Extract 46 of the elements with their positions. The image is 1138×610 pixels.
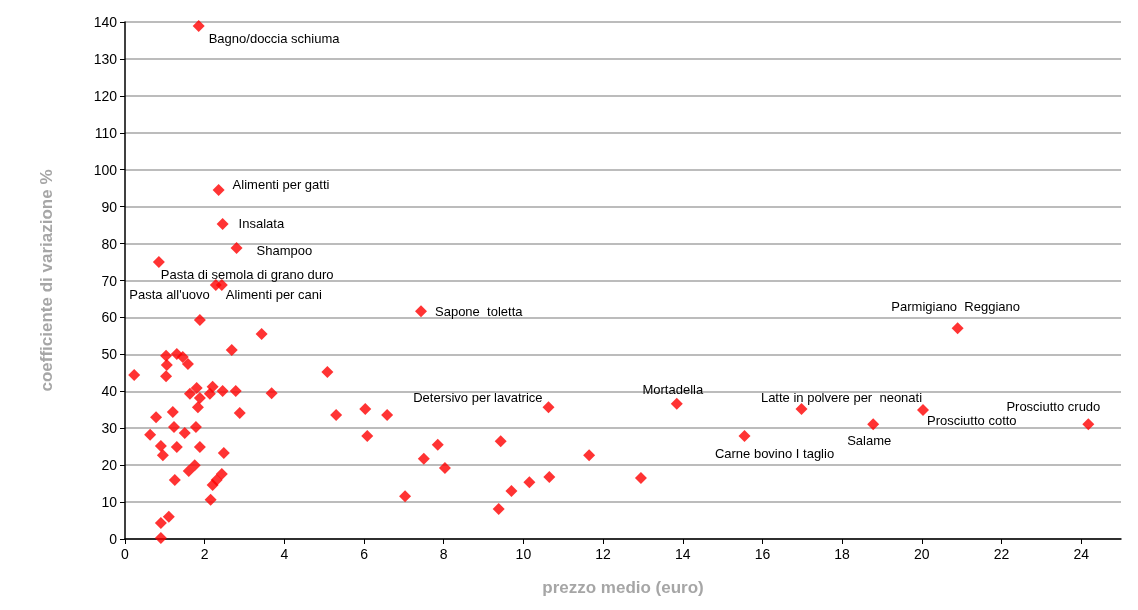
annotation: Alimenti per cani [225,287,323,303]
x-tick-label: 10 [515,546,532,562]
annotation: Mortadella [642,382,704,398]
y-tick-label: 0 [109,531,118,547]
y-tick-label: 40 [101,383,118,400]
annotation: Parmigiano Reggiano [891,298,1020,314]
y-tick-label: 140 [93,14,118,30]
annotation: Latte in polvere per neonati [760,389,923,405]
annotation: Detersivo per lavatrice [413,389,543,405]
y-tick-label: 80 [101,235,118,252]
y-tick-label: 20 [101,457,118,474]
y-axis-title: coefficiente di variazione % [37,169,56,392]
annotation: Carne bovino I taglio [714,446,835,462]
annotation: Bagno/doccia schiuma [208,30,341,46]
y-tick-label: 60 [101,309,118,326]
annotation: Alimenti per gatti [232,176,330,192]
annotation: Sapone toletta [435,303,524,319]
y-tick-label: 70 [101,272,118,289]
annotation: Pasta di semola di grano duro [160,266,334,282]
y-tick-label: 90 [101,198,118,215]
x-tick-label: 16 [754,546,771,562]
y-tick-label: 10 [101,494,118,511]
x-tick-label: 24 [1073,546,1090,562]
x-axis-title: prezzo medio (euro) [542,578,704,597]
x-tick-label: 0 [121,546,130,562]
y-tick-label: 100 [93,161,118,178]
annotation: Insalata [238,216,285,232]
y-tick-label: 30 [101,420,118,437]
y-tick-label: 120 [93,87,118,104]
y-tick-label: 50 [101,346,118,363]
x-tick-label: 2 [200,546,209,562]
x-tick-label: 4 [280,546,289,562]
x-tick-label: 20 [914,546,930,562]
annotation: Pasta all'uovo [129,287,210,303]
annotation: Prosciutto crudo [1006,398,1101,414]
y-tick-label: 130 [93,50,118,67]
annotation: Prosciutto cotto [927,412,1017,428]
x-tick-label: 8 [439,546,448,562]
x-tick-label: 18 [834,546,851,562]
x-tick-label: 6 [360,546,369,562]
x-tick-label: 14 [674,546,691,562]
annotation: Shampoo [256,242,313,258]
x-tick-label: 22 [993,546,1010,562]
y-tick-label: 110 [94,124,118,141]
x-tick-label: 12 [595,546,612,562]
annotation: Salame [847,432,892,448]
